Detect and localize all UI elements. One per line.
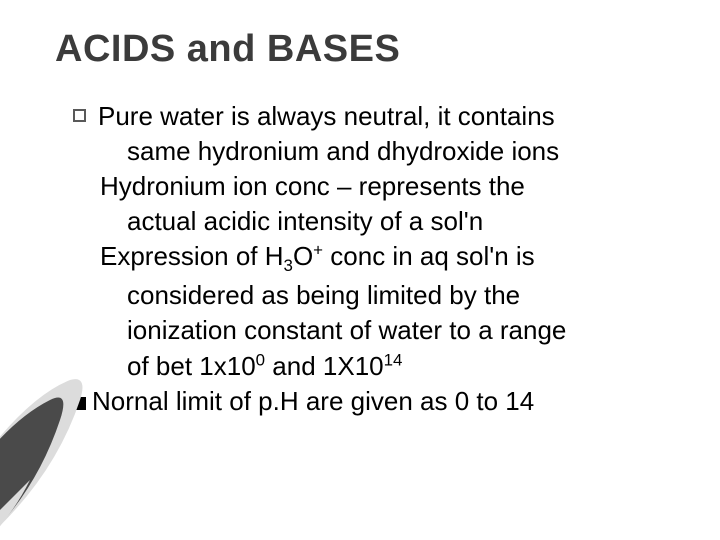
hollow-square-bullet-icon — [73, 109, 86, 122]
bullet-line-9: Nornal limit of p.H are given as 0 to 14 — [73, 384, 680, 419]
text-l8a: of bet 1x10 — [127, 351, 256, 381]
text-line-7: ionization constant of water to a range — [73, 313, 680, 348]
text-l5c: O — [293, 241, 313, 271]
slide-body: Pure water is always neutral, it contain… — [55, 99, 680, 419]
text-line-9: Nornal limit of p.H are given as 0 to 14 — [92, 386, 534, 416]
text-line-4: actual acidic intensity of a sol'n — [73, 204, 680, 239]
slide-container: ACIDS and BASES Pure water is always neu… — [0, 0, 720, 540]
text-line-1: Pure water is always neutral, it contain… — [98, 99, 555, 134]
subscript-3: 3 — [284, 257, 293, 276]
text-line-3: Hydronium ion conc – represents the — [73, 169, 680, 204]
superscript-14: 14 — [384, 350, 403, 369]
filled-square-bullet-icon — [73, 397, 86, 410]
text-line-2: same hydronium and dhydroxide ions — [73, 134, 680, 169]
superscript-plus: + — [313, 241, 323, 260]
text-l5a: Expression of H — [100, 241, 284, 271]
superscript-0: 0 — [256, 350, 265, 369]
text-line-6: considered as being limited by the — [73, 278, 680, 313]
text-l8c: and 1X10 — [265, 351, 384, 381]
text-line-8: of bet 1x100 and 1X1014 — [73, 349, 680, 384]
text-line-5: Expression of H3O+ conc in aq sol'n is — [73, 239, 680, 278]
slide-title: ACIDS and BASES — [55, 28, 680, 71]
bullet-line-1: Pure water is always neutral, it contain… — [73, 99, 680, 134]
text-l5e: conc in aq sol'n is — [323, 241, 535, 271]
